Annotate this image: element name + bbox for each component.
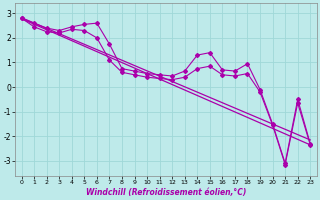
X-axis label: Windchill (Refroidissement éolien,°C): Windchill (Refroidissement éolien,°C) xyxy=(86,188,246,197)
